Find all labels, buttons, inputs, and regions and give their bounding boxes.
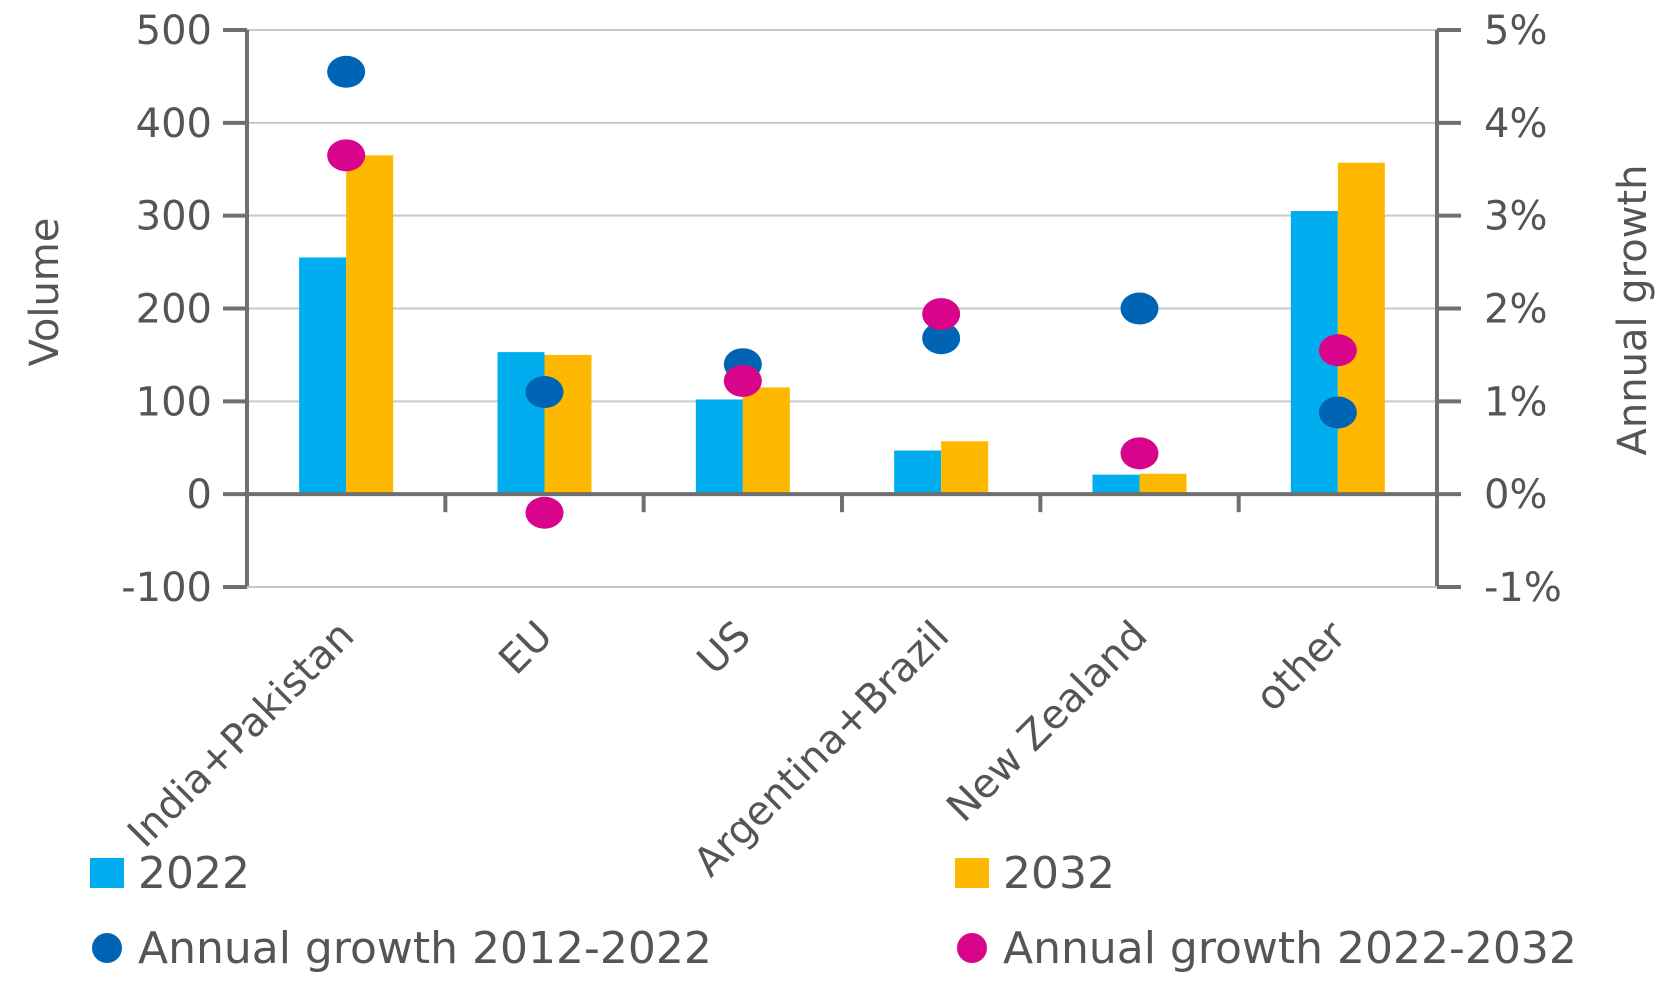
bar-2022-0 bbox=[299, 257, 347, 495]
y2-tick-label: 1% bbox=[1484, 379, 1547, 425]
bar-2032-2 bbox=[742, 387, 790, 495]
point-Annual growth 2012-2022-3 bbox=[922, 322, 961, 355]
bars bbox=[299, 155, 1385, 495]
y-tick-label: 100 bbox=[136, 379, 212, 425]
y2-tick-label: 2% bbox=[1484, 287, 1547, 333]
bar-2022-2 bbox=[695, 399, 743, 495]
point-Annual growth 2022-2032-2 bbox=[723, 364, 762, 397]
legend-label-1: 2032 bbox=[1003, 848, 1115, 899]
point-Annual growth 2022-2032-0 bbox=[327, 139, 366, 172]
category-label-5: other bbox=[1247, 612, 1355, 720]
gridlines bbox=[247, 29, 1437, 403]
y-tick-label: 0 bbox=[187, 472, 212, 518]
point-Annual growth 2022-2032-4 bbox=[1120, 437, 1159, 470]
y2-axis-title: Annual growth bbox=[1610, 165, 1656, 456]
y-tick-label: 500 bbox=[136, 8, 212, 54]
legend: 2022 2032 Annual growth 2012-2022 Annual gr… bbox=[90, 848, 1577, 974]
category-label-2: US bbox=[689, 613, 760, 684]
bar-2032-1 bbox=[544, 354, 592, 495]
y-tick-labels: -100 0 100 200 300 400 500 bbox=[121, 8, 212, 611]
point-Annual growth 2012-2022-5 bbox=[1318, 396, 1357, 429]
bar-2032-3 bbox=[941, 441, 989, 495]
point-Annual growth 2012-2022-0 bbox=[327, 55, 366, 88]
category-label-1: EU bbox=[490, 613, 561, 684]
bar-2022-3 bbox=[894, 450, 942, 495]
legend-label-0: 2022 bbox=[138, 848, 250, 899]
legend-swatch-0 bbox=[90, 858, 124, 888]
y-tick-label: 400 bbox=[136, 101, 212, 147]
y2-tick-label: 5% bbox=[1484, 8, 1547, 54]
bar-2032-0 bbox=[346, 155, 394, 495]
legend-swatch-1 bbox=[955, 858, 989, 888]
category-label-0: India+Pakistan bbox=[119, 613, 363, 857]
y2-tick-label: 0% bbox=[1484, 472, 1547, 518]
y-tick-label: -100 bbox=[121, 565, 212, 611]
bar-2022-1 bbox=[497, 352, 545, 495]
y2-tick-label: 3% bbox=[1484, 194, 1547, 240]
legend-label-3: Annual growth 2022-2032 bbox=[1003, 923, 1577, 974]
y-axis-title: Volume bbox=[22, 218, 68, 367]
points bbox=[327, 55, 1357, 529]
y2-tick-label: 4% bbox=[1484, 101, 1547, 147]
point-Annual growth 2012-2022-1 bbox=[525, 376, 564, 409]
y2-tick-labels: -1% 0% 1% 2% 3% 4% 5% bbox=[1484, 8, 1562, 611]
point-Annual growth 2022-2032-1 bbox=[525, 496, 564, 529]
bar-2032-5 bbox=[1337, 162, 1385, 495]
y2-tick-label: -1% bbox=[1484, 565, 1562, 611]
y-tick-label: 200 bbox=[136, 287, 212, 333]
legend-label-2: Annual growth 2012-2022 bbox=[138, 923, 712, 974]
category-label-4: New Zealand bbox=[938, 613, 1156, 831]
point-Annual growth 2012-2022-4 bbox=[1120, 292, 1159, 325]
legend-marker-3 bbox=[957, 933, 987, 963]
point-Annual growth 2022-2032-3 bbox=[922, 298, 961, 331]
point-Annual growth 2022-2032-5 bbox=[1318, 334, 1357, 367]
legend-marker-2 bbox=[92, 933, 122, 963]
bar-2032-4 bbox=[1139, 473, 1187, 495]
axes bbox=[223, 28, 1461, 589]
y-tick-label: 300 bbox=[136, 194, 212, 240]
bar-2022-4 bbox=[1092, 474, 1140, 495]
